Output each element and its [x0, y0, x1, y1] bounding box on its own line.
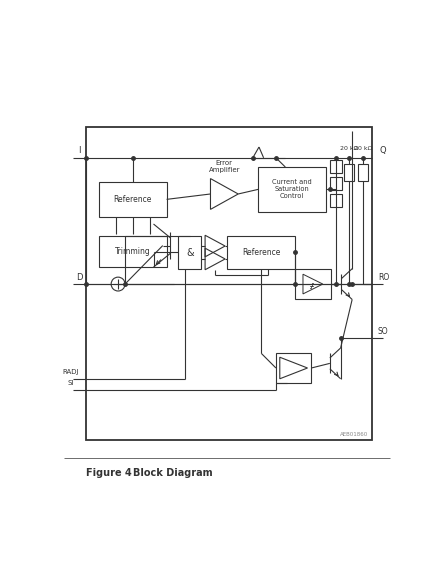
- Bar: [295, 269, 330, 299]
- Text: Reference: Reference: [113, 195, 152, 204]
- Bar: [258, 167, 326, 212]
- Text: Current and
Saturation
Control: Current and Saturation Control: [272, 179, 312, 200]
- Text: Figure 4: Figure 4: [86, 469, 132, 478]
- Bar: [330, 160, 342, 173]
- Bar: [330, 177, 342, 190]
- Text: Block Diagram: Block Diagram: [133, 469, 213, 478]
- Text: RO: RO: [378, 273, 389, 282]
- Bar: [99, 182, 167, 217]
- Bar: [358, 164, 368, 181]
- Bar: [330, 194, 342, 207]
- Text: RADJ: RADJ: [63, 369, 79, 375]
- Text: SI: SI: [68, 380, 74, 387]
- Bar: [276, 353, 311, 383]
- Text: SO: SO: [377, 327, 388, 336]
- Text: Trimming: Trimming: [115, 247, 151, 256]
- Text: AEB01860: AEB01860: [340, 432, 368, 437]
- Text: D: D: [76, 273, 83, 282]
- Text: Reference: Reference: [242, 248, 280, 257]
- Bar: [178, 237, 201, 269]
- Bar: [99, 237, 167, 267]
- Bar: [227, 237, 295, 269]
- Text: Error
Amplifier: Error Amplifier: [209, 160, 240, 173]
- Bar: [86, 127, 372, 440]
- Text: 20 kΩ: 20 kΩ: [354, 146, 372, 151]
- Text: I: I: [78, 147, 81, 155]
- Text: &: &: [186, 248, 194, 257]
- Text: Q: Q: [380, 147, 386, 155]
- Bar: [344, 164, 354, 181]
- Text: 20 kΩ: 20 kΩ: [340, 146, 358, 151]
